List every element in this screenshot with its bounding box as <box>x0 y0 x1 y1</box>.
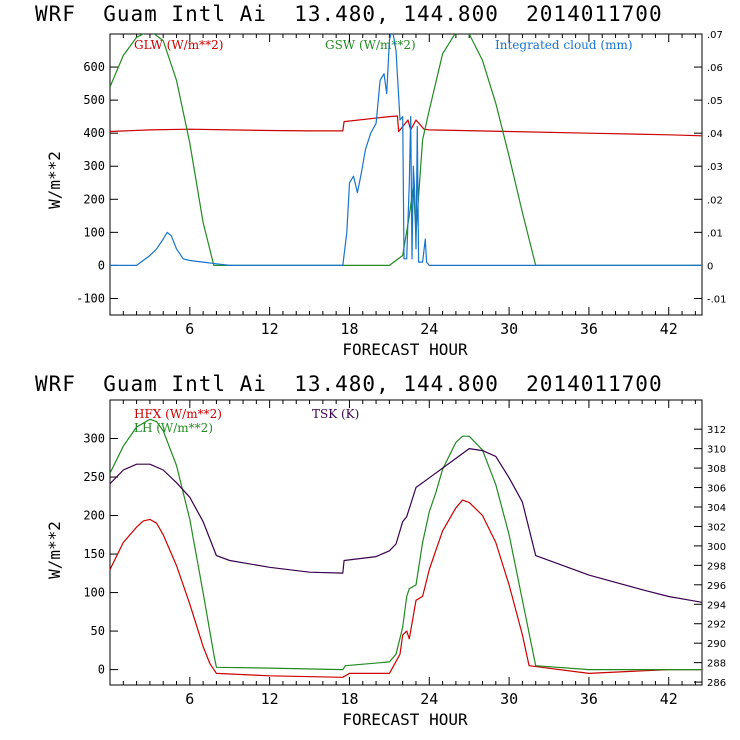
chart2-series-line-2 <box>110 447 702 603</box>
chart1-y2-tick-label: .05 <box>707 96 723 107</box>
chart1-y2-tick-label: .04 <box>707 129 723 140</box>
chart2-y2-tick-label: 290 <box>707 639 726 650</box>
chart2-y2-tick-label: 306 <box>707 484 726 495</box>
chart1-series-line-1 <box>110 34 702 266</box>
chart2-y2-tick-label: 294 <box>707 600 726 611</box>
chart1-x-tick-label: 36 <box>580 320 598 338</box>
chart1-plot-frame <box>109 33 703 316</box>
chart1-y-tick-label: 400 <box>83 126 105 140</box>
chart2-series-line-1 <box>110 418 702 671</box>
chart1-x-tick-label: 24 <box>420 320 438 338</box>
legend-gsw: GSW (W/m**2) <box>325 38 416 52</box>
chart2-y2-tick-label: 296 <box>707 581 726 592</box>
chart2-y2-tick-label: 300 <box>707 542 726 553</box>
chart1-y-tick-label: 0 <box>98 258 105 272</box>
chart1-y2-tick-label: .06 <box>707 63 723 74</box>
chart2-y-tick-label: 50 <box>91 624 105 638</box>
top-x-axis-label: FORECAST HOUR <box>342 340 468 359</box>
chart2-y2-tick-label: 292 <box>707 620 726 631</box>
chart1-y-tick-label: 100 <box>83 225 105 239</box>
chart2-y-tick-label: 200 <box>83 509 105 523</box>
chart1-y-tick-label: 500 <box>83 93 105 107</box>
legend-glw: GLW (W/m**2) <box>134 38 223 52</box>
chart2-plot-frame <box>109 399 703 686</box>
bottom-chart: HFX (W/m**2) LH (W/m**2) TSK (K) FORECAS… <box>45 399 726 729</box>
chart1-y2-tick-label: -.01 <box>707 294 727 305</box>
chart2-x-tick-label: 12 <box>261 690 279 708</box>
chart2-y2-tick-label: 304 <box>707 503 726 514</box>
chart1-y2-tick-label: .01 <box>707 228 723 239</box>
chart2-x-tick-label: 6 <box>185 690 194 708</box>
chart1-y2-tick-label: .07 <box>707 30 723 41</box>
chart2-x-tick-label: 30 <box>500 690 518 708</box>
chart1-y-tick-label: 600 <box>83 60 105 74</box>
chart2-y2-tick-label: 286 <box>707 678 726 689</box>
top-y-axis-label: W/m**2 <box>45 151 64 209</box>
chart1-x-tick-label: 42 <box>660 320 678 338</box>
chart2-y2-tick-label: 288 <box>707 659 726 670</box>
chart2-x-tick-label: 18 <box>340 690 358 708</box>
chart2-y-tick-label: 250 <box>83 470 105 484</box>
chart2-y-tick-label: 150 <box>83 547 105 561</box>
bottom-y-axis-label: W/m**2 <box>45 521 64 579</box>
chart2-y2-tick-label: 308 <box>707 464 726 475</box>
chart1-y2-tick-label: .02 <box>707 195 723 206</box>
chart2-series-line-0 <box>110 499 702 678</box>
chart1-y-tick-label: 200 <box>83 192 105 206</box>
top-chart-title: WRF Guam Intl Ai 13.480, 144.800 2014011… <box>35 2 663 26</box>
chart1-y2-tick-label: 0 <box>707 261 713 272</box>
chart1-x-tick-label: 30 <box>500 320 518 338</box>
chart1-x-tick-label: 6 <box>185 320 194 338</box>
chart2-y-tick-label: 300 <box>83 432 105 446</box>
chart2-y-tick-label: 100 <box>83 586 105 600</box>
chart2-y2-tick-label: 298 <box>707 561 726 572</box>
bottom-chart-title: WRF Guam Intl Ai 13.480, 144.800 2014011… <box>35 372 663 396</box>
chart1-x-tick-label: 12 <box>261 320 279 338</box>
bottom-x-axis-label: FORECAST HOUR <box>342 710 468 729</box>
chart2-x-tick-label: 24 <box>420 690 438 708</box>
chart1-y-tick-label: -100 <box>76 291 105 305</box>
chart2-x-tick-label: 42 <box>660 690 678 708</box>
legend-lh: LH (W/m**2) <box>134 421 213 435</box>
legend-integrated-cloud: Integrated cloud (mm) <box>495 38 633 52</box>
top-chart: GLW (W/m**2) GSW (W/m**2) Integrated clo… <box>45 30 727 359</box>
legend-hfx: HFX (W/m**2) <box>134 407 222 421</box>
chart2-y2-tick-label: 310 <box>707 445 726 456</box>
chart1-series-line-0 <box>110 115 702 137</box>
chart2-y-tick-label: 0 <box>98 663 105 677</box>
chart1-x-tick-label: 18 <box>340 320 358 338</box>
chart1-y-tick-label: 300 <box>83 159 105 173</box>
legend-tsk: TSK (K) <box>312 407 359 421</box>
chart2-y2-tick-label: 312 <box>707 425 726 436</box>
chart1-y2-tick-label: .03 <box>707 162 723 173</box>
chart2-x-tick-label: 36 <box>580 690 598 708</box>
chart2-y2-tick-label: 302 <box>707 522 726 533</box>
chart1-series-line-2 <box>110 34 702 266</box>
